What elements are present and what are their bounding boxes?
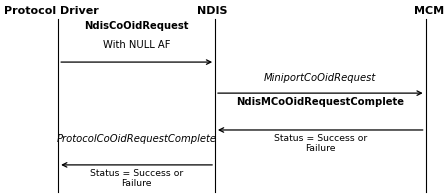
Text: Status = Success or
Failure: Status = Success or Failure [274, 134, 367, 153]
Text: Protocol Driver: Protocol Driver [4, 6, 99, 16]
Text: NdisCoOidRequest: NdisCoOidRequest [84, 21, 189, 31]
Text: Status = Success or
Failure: Status = Success or Failure [90, 169, 183, 188]
Text: MiniportCoOidRequest: MiniportCoOidRequest [264, 73, 376, 83]
Text: NDIS: NDIS [197, 6, 228, 16]
Text: With NULL AF: With NULL AF [103, 40, 170, 50]
Text: NdisMCoOidRequestComplete: NdisMCoOidRequestComplete [237, 97, 405, 107]
Text: ProtocolCoOidRequestComplete: ProtocolCoOidRequestComplete [56, 133, 217, 144]
Text: MCM: MCM [414, 6, 444, 16]
